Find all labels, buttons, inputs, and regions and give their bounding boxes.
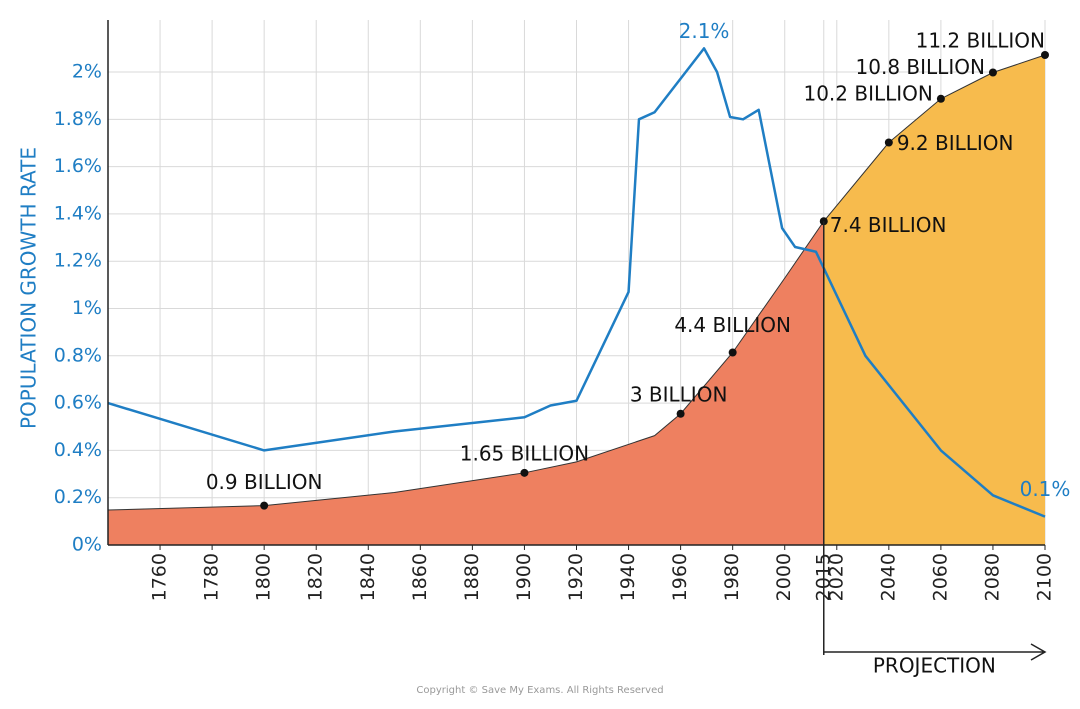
x-tick-label: 1880	[461, 553, 483, 601]
x-tick-label: 1940	[617, 553, 639, 601]
data-label: 11.2 BILLION	[916, 29, 1045, 53]
y-tick-label: 0.8%	[54, 344, 102, 366]
y-tick-label: 1.2%	[54, 250, 102, 272]
copyright: Copyright © Save My Exams. All Rights Re…	[416, 685, 663, 696]
x-tick-label: 2000	[773, 553, 795, 601]
population-point	[884, 138, 893, 147]
population-area-historic	[108, 221, 824, 545]
x-tick-label: 1800	[253, 553, 275, 601]
population-point	[676, 409, 685, 418]
data-label: 0.9 BILLION	[206, 470, 323, 494]
y-tick-label: 0.6%	[54, 392, 102, 414]
x-tick-label: 1980	[721, 553, 743, 601]
y-tick-label: 1.4%	[54, 202, 102, 224]
x-tick-label: 1760	[149, 553, 171, 601]
population-point	[988, 68, 997, 77]
y-tick-label: 2%	[72, 61, 102, 83]
projection-label: PROJECTION	[873, 654, 996, 678]
population-point	[936, 94, 945, 103]
y-tick-label: 1.8%	[54, 108, 102, 130]
data-label: 9.2 BILLION	[897, 131, 1014, 155]
growth-rate-line	[107, 47, 1046, 518]
population-point	[1041, 51, 1049, 59]
y-tick-label: 1%	[72, 297, 102, 319]
y-tick-label: 0%	[72, 534, 102, 556]
data-label: 10.8 BILLION	[856, 55, 985, 79]
data-label: 2.1%	[679, 19, 730, 43]
x-tick-label: 1960	[669, 553, 691, 601]
x-tick-label: 2060	[929, 553, 951, 601]
x-tick-label: 2100	[1034, 553, 1056, 601]
x-tick-label: 1900	[513, 553, 535, 601]
population-area-projection	[823, 55, 1045, 545]
y-tick-label: 1.6%	[54, 155, 102, 177]
x-tick-label: 1920	[565, 553, 587, 601]
y-tick-label: 0.2%	[54, 486, 102, 508]
data-label: 7.4 BILLION	[830, 213, 947, 237]
population-point	[728, 348, 737, 357]
data-label: 3 BILLION	[630, 382, 728, 406]
population-point	[520, 468, 529, 477]
y-axis-label: POPULATION GROWTH RATE	[17, 147, 41, 429]
y-tick-label: 0.4%	[54, 439, 102, 461]
population-point	[260, 501, 269, 510]
data-label: 1.65 BILLION	[460, 441, 589, 465]
x-tick-label: 1860	[409, 553, 431, 601]
data-label: 0.1%	[1020, 477, 1071, 501]
x-tick-label: 2040	[877, 553, 899, 601]
x-tick-label: 2020	[825, 553, 847, 601]
population-line	[107, 54, 1046, 511]
x-tick-label: 2080	[981, 553, 1003, 601]
x-tick-label: 1840	[357, 553, 379, 601]
data-label: 4.4 BILLION	[674, 313, 791, 337]
data-label: 10.2 BILLION	[803, 81, 932, 105]
x-tick-label: 1780	[201, 553, 223, 601]
projection-arrow	[823, 643, 1047, 661]
x-tick-label: 1820	[305, 553, 327, 601]
